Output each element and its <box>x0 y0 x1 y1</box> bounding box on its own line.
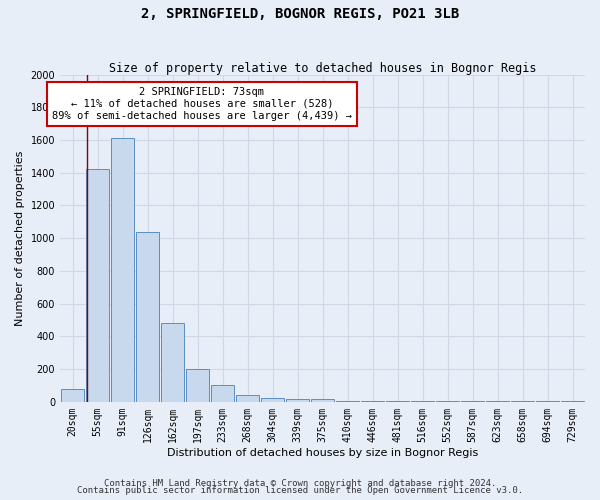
Bar <box>486 401 509 402</box>
Bar <box>136 232 159 402</box>
Bar <box>311 400 334 402</box>
Y-axis label: Number of detached properties: Number of detached properties <box>15 150 25 326</box>
Bar <box>411 401 434 402</box>
Text: Contains public sector information licensed under the Open Government Licence v3: Contains public sector information licen… <box>77 486 523 495</box>
Bar <box>211 386 234 402</box>
Bar <box>461 401 484 402</box>
Bar <box>336 401 359 402</box>
Bar <box>61 388 84 402</box>
Bar <box>186 369 209 402</box>
Bar <box>236 396 259 402</box>
Bar <box>161 324 184 402</box>
Bar <box>86 170 109 402</box>
Bar <box>536 401 559 402</box>
Text: Contains HM Land Registry data © Crown copyright and database right 2024.: Contains HM Land Registry data © Crown c… <box>104 478 496 488</box>
Text: 2, SPRINGFIELD, BOGNOR REGIS, PO21 3LB: 2, SPRINGFIELD, BOGNOR REGIS, PO21 3LB <box>141 8 459 22</box>
Bar <box>286 398 309 402</box>
Bar <box>436 401 459 402</box>
Bar <box>111 138 134 402</box>
Text: 2 SPRINGFIELD: 73sqm
← 11% of detached houses are smaller (528)
89% of semi-deta: 2 SPRINGFIELD: 73sqm ← 11% of detached h… <box>52 88 352 120</box>
Bar <box>361 401 384 402</box>
X-axis label: Distribution of detached houses by size in Bognor Regis: Distribution of detached houses by size … <box>167 448 478 458</box>
Title: Size of property relative to detached houses in Bognor Regis: Size of property relative to detached ho… <box>109 62 536 74</box>
Bar <box>561 401 584 402</box>
Bar <box>261 398 284 402</box>
Bar <box>511 401 534 402</box>
Bar <box>386 401 409 402</box>
